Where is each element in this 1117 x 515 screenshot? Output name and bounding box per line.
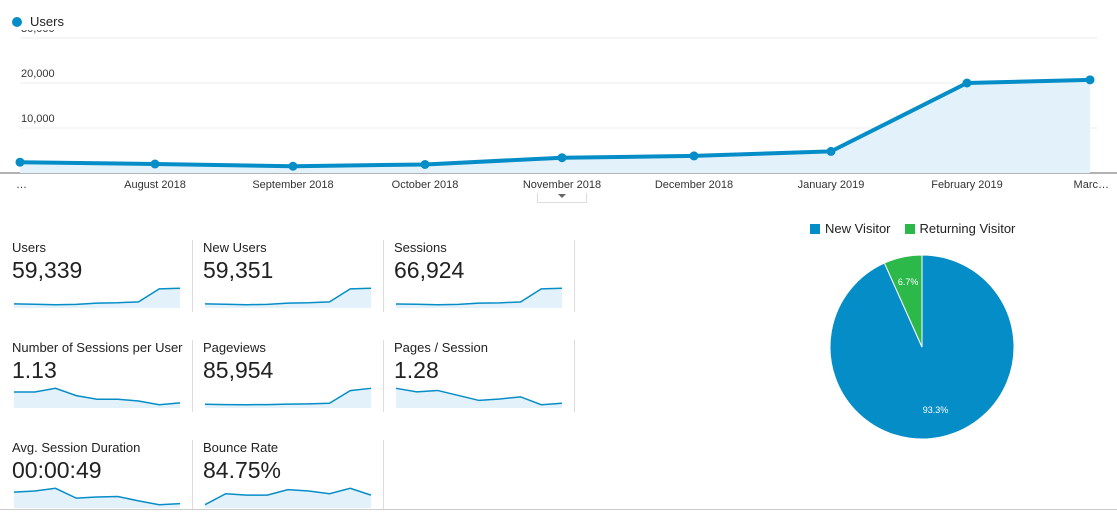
metric-label: Bounce Rate <box>203 440 279 455</box>
metric-sessions[interactable]: Sessions 66,924 <box>394 240 574 312</box>
metric-new-users[interactable]: New Users 59,351 <box>203 240 383 312</box>
tile-divider <box>383 340 384 412</box>
metric-pageviews[interactable]: Pageviews 85,954 <box>203 340 383 412</box>
legend-label: Returning Visitor <box>919 221 1016 236</box>
metric-value: 66,924 <box>394 257 465 283</box>
metric-sparkline <box>204 287 372 308</box>
tile-divider <box>574 340 575 412</box>
metric-label: Pageviews <box>203 340 266 355</box>
sparkline-line <box>13 287 181 306</box>
sparkline-line <box>204 487 372 506</box>
pie-legend: New Visitor Returning Visitor <box>810 221 1015 236</box>
metric-sessions-per-user[interactable]: Number of Sessions per User 1.13 <box>12 340 192 412</box>
metric-pages-per-session[interactable]: Pages / Session 1.28 <box>394 340 574 412</box>
x-tick-label: December 2018 <box>655 179 733 191</box>
metric-sparkline <box>13 487 181 508</box>
x-tick-label: Marc… <box>1074 179 1109 191</box>
collapse-chart-handle[interactable] <box>537 193 587 203</box>
metric-value: 00:00:49 <box>12 457 102 483</box>
users-data-point <box>1085 75 1095 85</box>
sparkline-line <box>13 487 181 506</box>
users-legend-dot <box>12 16 22 27</box>
sparkline-area <box>205 488 371 508</box>
sparkline-area <box>396 388 562 408</box>
metric-label: Sessions <box>394 240 447 255</box>
users-data-point <box>15 157 25 167</box>
tile-divider <box>192 340 193 412</box>
users-data-point <box>150 159 160 169</box>
legend-new-visitor[interactable]: New Visitor <box>810 221 891 236</box>
y-tick-label: 20,000 <box>21 68 55 80</box>
bottom-border <box>0 509 1117 510</box>
pie-slice-returning-visitor <box>883 254 923 348</box>
sparkline-area <box>205 288 371 308</box>
metric-sparkline <box>204 387 372 408</box>
new-visitor-swatch <box>810 223 820 234</box>
metric-users[interactable]: Users 59,339 <box>12 240 192 312</box>
legend-returning-visitor[interactable]: Returning Visitor <box>904 221 1016 236</box>
metric-value: 1.13 <box>12 357 57 383</box>
returning-visitor-swatch <box>904 223 915 234</box>
sparkline-line <box>204 287 372 306</box>
tile-divider <box>574 240 575 312</box>
y-tick-label: 10,000 <box>21 113 55 125</box>
users-data-point <box>420 159 430 169</box>
x-tick-label: February 2019 <box>931 179 1003 191</box>
x-tick-label: January 2019 <box>798 179 865 191</box>
metric-sparkline <box>395 287 563 308</box>
users-data-point <box>288 161 298 171</box>
users-data-point <box>557 153 567 163</box>
y-tick-label: 30,000 <box>21 30 55 35</box>
sparkline-line <box>395 287 563 306</box>
users-over-time-chart[interactable]: 30,000 20,000 10,000 … August 2018 September … <box>0 30 1117 195</box>
metric-value: 84.75% <box>203 457 282 483</box>
sparkline-area <box>14 488 180 508</box>
metric-label: Users <box>12 240 46 255</box>
users-legend-label: Users <box>30 14 64 29</box>
x-tick-label: November 2018 <box>523 179 601 191</box>
metric-label: Avg. Session Duration <box>12 440 141 455</box>
tile-divider <box>192 440 193 510</box>
metric-avg-session-duration[interactable]: Avg. Session Duration 00:00:49 <box>12 440 192 512</box>
metric-sparkline <box>204 487 372 508</box>
x-tick-label: October 2018 <box>392 179 459 191</box>
metric-sparkline <box>13 287 181 308</box>
sparkline-line <box>14 387 181 406</box>
sparkline-line <box>395 387 563 406</box>
chart-legend[interactable]: Users <box>12 14 64 29</box>
metric-sparkline <box>395 387 563 408</box>
users-data-point <box>962 78 972 88</box>
metric-label: Pages / Session <box>394 340 488 355</box>
metric-value: 59,351 <box>203 257 274 283</box>
metric-value: 85,954 <box>203 357 274 383</box>
visitor-type-pie-chart[interactable]: 93.3% 6.7% <box>825 250 1019 444</box>
pie-slice-label: 6.7% <box>898 277 919 287</box>
sparkline-area <box>396 288 562 308</box>
metric-value: 1.28 <box>394 357 439 383</box>
users-data-point <box>689 151 699 161</box>
metric-label: Number of Sessions per User <box>12 340 183 355</box>
tile-divider <box>383 240 384 312</box>
sparkline-area <box>14 388 180 408</box>
metric-sparkline <box>14 387 181 408</box>
x-tick-label: September 2018 <box>252 179 333 191</box>
x-tick-label: … <box>16 179 27 191</box>
metric-label: New Users <box>203 240 267 255</box>
sparkline-line <box>204 387 372 406</box>
sparkline-area <box>14 288 180 308</box>
tile-divider <box>383 440 384 510</box>
chevron-down-icon <box>558 194 566 198</box>
metric-bounce-rate[interactable]: Bounce Rate 84.75% <box>203 440 383 512</box>
legend-label: New Visitor <box>825 221 891 236</box>
pie-slice-label: 93.3% <box>923 405 949 415</box>
x-tick-label: August 2018 <box>124 179 186 191</box>
users-data-point <box>826 146 836 156</box>
tile-divider <box>192 240 193 312</box>
metric-value: 59,339 <box>12 257 83 283</box>
